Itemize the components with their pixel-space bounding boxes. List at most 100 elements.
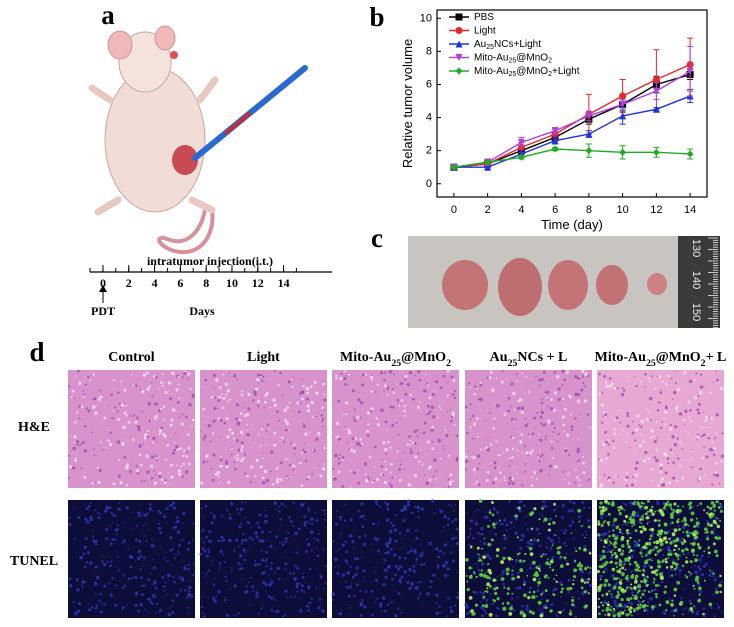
texture-dot: [520, 433, 524, 436]
texture-dot: [247, 407, 251, 411]
tunel-signal: [505, 567, 510, 572]
texture-dot: [541, 453, 544, 457]
texture-dot: [162, 597, 165, 600]
texture-dot: [688, 583, 690, 586]
series-line: [453, 148, 691, 168]
texture-dot: [389, 405, 393, 409]
texture-dot: [465, 455, 468, 459]
texture-dot: [93, 453, 96, 456]
texture-dot: [620, 532, 624, 535]
texture-dot: [517, 502, 519, 504]
texture-dot: [68, 523, 72, 527]
texture-dot: [359, 613, 363, 617]
texture-dot: [384, 468, 388, 471]
texture-dot: [450, 375, 454, 379]
tunel-signal: [573, 575, 577, 579]
texture-dot: [284, 428, 288, 432]
texture-dot: [642, 440, 645, 443]
tunel-signal: [658, 508, 663, 513]
texture-dot: [124, 402, 126, 404]
tunel-signal: [631, 519, 636, 524]
texture-dot: [151, 455, 155, 459]
texture-dot: [671, 434, 675, 439]
texture-dot: [545, 390, 550, 395]
texture-dot: [307, 475, 310, 479]
texture-dot: [207, 569, 210, 572]
texture-dot: [448, 480, 453, 484]
texture-dot: [399, 581, 402, 584]
texture-dot: [102, 562, 107, 567]
texture-dot: [656, 437, 658, 439]
texture-dot: [448, 483, 452, 486]
texture-dot: [236, 439, 239, 443]
texture-dot: [309, 386, 313, 389]
tunel-signal: [613, 520, 616, 523]
tunel-signal: [542, 553, 545, 555]
texture-dot: [545, 603, 548, 606]
texture-dot: [531, 449, 534, 452]
texture-dot: [143, 436, 147, 440]
texture-dot: [254, 441, 256, 443]
texture-dot: [141, 389, 145, 394]
texture-dot: [316, 538, 320, 542]
texture-dot: [322, 393, 325, 396]
texture-dot: [88, 608, 92, 612]
texture-dot: [626, 424, 630, 428]
tunel-signal: [494, 591, 498, 596]
texture-dot: [630, 554, 634, 559]
texture-dot: [579, 375, 582, 378]
texture-dot: [116, 524, 119, 527]
texture-dot: [525, 375, 528, 378]
texture-dot: [664, 471, 668, 475]
tunel-signal: [617, 585, 622, 590]
texture-dot: [403, 570, 407, 574]
texture-dot: [310, 597, 313, 600]
texture-dot: [261, 379, 264, 383]
texture-dot: [697, 411, 701, 415]
tunel-signal: [659, 576, 664, 580]
tunel-signal: [524, 553, 527, 556]
texture-dot: [237, 545, 240, 548]
tunel-signal: [478, 499, 483, 503]
texture-dot: [121, 586, 124, 590]
texture-dot: [288, 464, 291, 467]
texture-dot: [158, 474, 162, 478]
tunel-signal: [622, 549, 624, 552]
texture-dot: [314, 511, 317, 514]
texture-dot: [158, 433, 161, 436]
texture-dot: [695, 469, 697, 471]
texture-dot: [636, 414, 640, 418]
texture-dot: [202, 528, 205, 532]
texture-dot: [142, 524, 145, 527]
texture-dot: [615, 604, 619, 609]
texture-dot: [499, 575, 501, 577]
texture-dot: [527, 422, 529, 425]
texture-dot: [251, 424, 253, 426]
texture-dot: [265, 443, 268, 446]
texture-dot: [159, 546, 162, 548]
texture-dot: [578, 515, 582, 519]
texture-dot: [116, 533, 118, 536]
texture-dot: [119, 580, 121, 582]
tunel-signal: [690, 511, 695, 516]
tunel-signal: [466, 580, 469, 583]
texture-dot: [103, 556, 105, 558]
tunel-signal: [685, 530, 689, 534]
panel-label: a: [101, 0, 115, 30]
texture-dot: [606, 571, 608, 573]
texture-dot: [446, 411, 449, 413]
texture-dot: [283, 614, 286, 617]
texture-dot: [565, 544, 568, 547]
texture-dot: [649, 380, 652, 383]
texture-dot: [613, 602, 617, 606]
texture-dot: [400, 460, 402, 462]
tunel-signal: [703, 579, 706, 582]
texture-dot: [68, 577, 72, 581]
tunel-signal: [514, 514, 519, 518]
tunel-signal: [557, 611, 560, 613]
texture-dot: [176, 400, 180, 404]
texture-dot: [201, 600, 204, 603]
texture-dot: [224, 460, 229, 464]
texture-dot: [568, 499, 572, 503]
texture-dot: [503, 413, 507, 416]
